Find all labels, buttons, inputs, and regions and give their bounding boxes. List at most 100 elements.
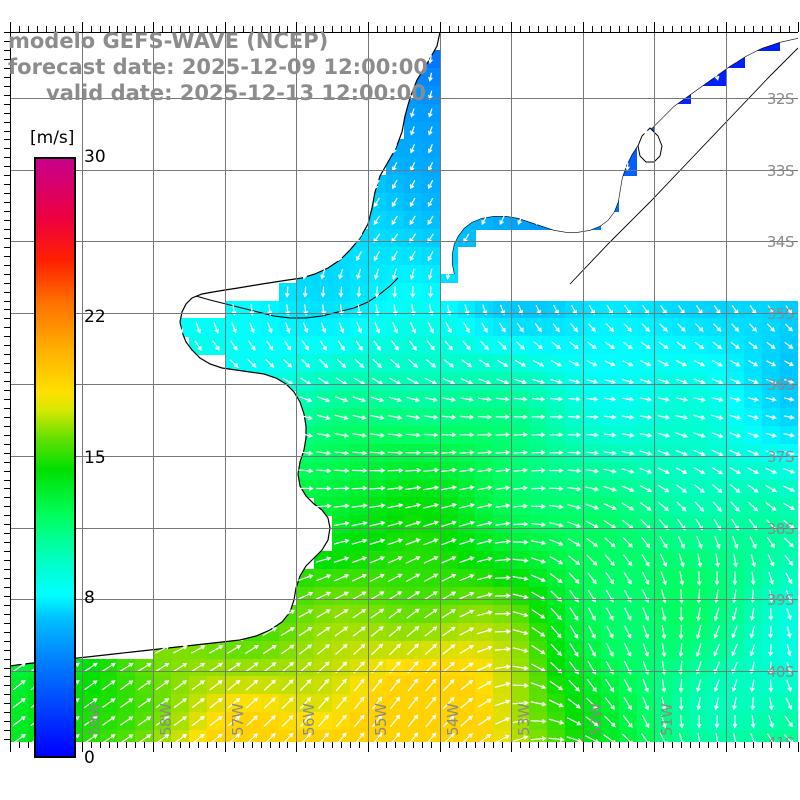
axis-tick bbox=[743, 26, 745, 32]
axis-tick bbox=[511, 22, 513, 32]
axis-tick bbox=[547, 26, 548, 32]
gridline-vertical bbox=[10, 32, 11, 742]
axis-tick bbox=[788, 742, 790, 748]
gridline-vertical bbox=[654, 32, 655, 742]
axis-tick bbox=[4, 121, 10, 123]
gridline-horizontal bbox=[10, 671, 798, 672]
axis-tick bbox=[4, 470, 10, 472]
longitude-label: 51W bbox=[658, 703, 677, 736]
longitude-label: 55W bbox=[372, 703, 390, 736]
longitude-label: 54W bbox=[443, 703, 462, 736]
axis-tick bbox=[332, 26, 334, 32]
axis-tick bbox=[681, 742, 683, 748]
axis-tick bbox=[797, 742, 799, 752]
axis-tick bbox=[90, 26, 92, 32]
axis-tick bbox=[4, 264, 10, 266]
axis-tick bbox=[4, 40, 10, 42]
axis-tick bbox=[752, 742, 754, 748]
axis-tick bbox=[4, 479, 10, 481]
axis-tick bbox=[708, 742, 710, 748]
gridline-vertical bbox=[583, 32, 584, 742]
axis-tick bbox=[296, 742, 298, 752]
axis-tick bbox=[439, 22, 441, 32]
axis-tick bbox=[609, 742, 611, 748]
axis-tick bbox=[305, 26, 307, 32]
axis-tick bbox=[538, 742, 539, 748]
axis-tick bbox=[4, 354, 10, 356]
latitude-label: 40S bbox=[766, 662, 795, 681]
axis-tick bbox=[135, 742, 137, 748]
axis-tick bbox=[287, 26, 289, 32]
axis-tick bbox=[681, 26, 683, 32]
axis-tick bbox=[117, 26, 119, 32]
axis-tick bbox=[4, 184, 10, 186]
axis-tick bbox=[4, 443, 10, 445]
axis-tick bbox=[600, 742, 602, 748]
axis-tick bbox=[770, 742, 772, 748]
colorbar: [m/s] 30 22 15 8 0 bbox=[30, 128, 106, 768]
axis-tick bbox=[4, 211, 10, 212]
axis-tick bbox=[761, 26, 763, 32]
colorbar-units-label: [m/s] bbox=[30, 128, 75, 148]
axis-tick bbox=[4, 622, 10, 624]
axis-tick bbox=[430, 26, 432, 32]
axis-tick bbox=[162, 26, 164, 32]
axis-tick bbox=[4, 703, 10, 705]
axis-tick bbox=[4, 461, 10, 463]
axis-tick bbox=[206, 26, 208, 32]
axis-tick bbox=[144, 26, 146, 32]
axis-tick bbox=[4, 452, 10, 454]
axis-tick bbox=[779, 26, 781, 32]
axis-tick bbox=[359, 742, 360, 748]
axis-tick bbox=[242, 742, 244, 748]
axis-tick bbox=[743, 742, 745, 748]
axis-tick bbox=[171, 742, 173, 748]
colorbar-tick: 8 bbox=[84, 587, 95, 608]
axis-tick bbox=[4, 76, 10, 78]
axis-tick bbox=[314, 742, 316, 748]
axis-tick bbox=[672, 26, 674, 32]
colorbar-tick: 15 bbox=[84, 447, 106, 468]
longitude-label: 59W bbox=[85, 703, 104, 736]
latitude-label: 32S bbox=[766, 90, 795, 108]
axis-tick bbox=[72, 26, 74, 32]
latitude-label: 35S bbox=[766, 304, 795, 323]
axis-tick bbox=[4, 85, 10, 87]
axis-tick bbox=[4, 67, 10, 69]
gridline-vertical bbox=[511, 32, 512, 742]
axis-tick bbox=[4, 139, 10, 141]
axis-tick bbox=[233, 742, 235, 748]
axis-tick bbox=[4, 327, 10, 329]
axis-tick bbox=[618, 742, 620, 748]
axis-tick bbox=[726, 22, 727, 32]
axis-tick bbox=[4, 273, 10, 275]
axis-tick bbox=[189, 26, 190, 32]
axis-tick bbox=[466, 26, 468, 32]
axis-tick bbox=[117, 742, 119, 748]
axis-tick bbox=[421, 742, 423, 748]
axis-tick bbox=[99, 742, 101, 748]
gridline-horizontal bbox=[10, 98, 798, 99]
axis-tick bbox=[81, 742, 83, 752]
axis-tick bbox=[475, 742, 477, 748]
gridline-horizontal bbox=[10, 241, 798, 242]
axis-tick bbox=[484, 742, 486, 748]
gridline-horizontal bbox=[10, 313, 798, 314]
axis-tick bbox=[645, 26, 647, 32]
axis-tick bbox=[63, 26, 65, 32]
axis-tick bbox=[341, 742, 343, 748]
axis-tick bbox=[251, 742, 253, 748]
axis-tick bbox=[385, 26, 387, 32]
axis-tick bbox=[582, 742, 584, 752]
axis-tick bbox=[10, 22, 11, 32]
axis-tick bbox=[18, 742, 20, 748]
axis-tick bbox=[4, 381, 10, 382]
axis-tick bbox=[368, 742, 369, 752]
longitude-label: 58W bbox=[157, 703, 176, 736]
axis-tick bbox=[547, 742, 548, 748]
axis-tick bbox=[4, 246, 10, 248]
axis-tick bbox=[582, 22, 584, 32]
axis-tick bbox=[4, 515, 10, 517]
axis-tick bbox=[4, 694, 10, 696]
